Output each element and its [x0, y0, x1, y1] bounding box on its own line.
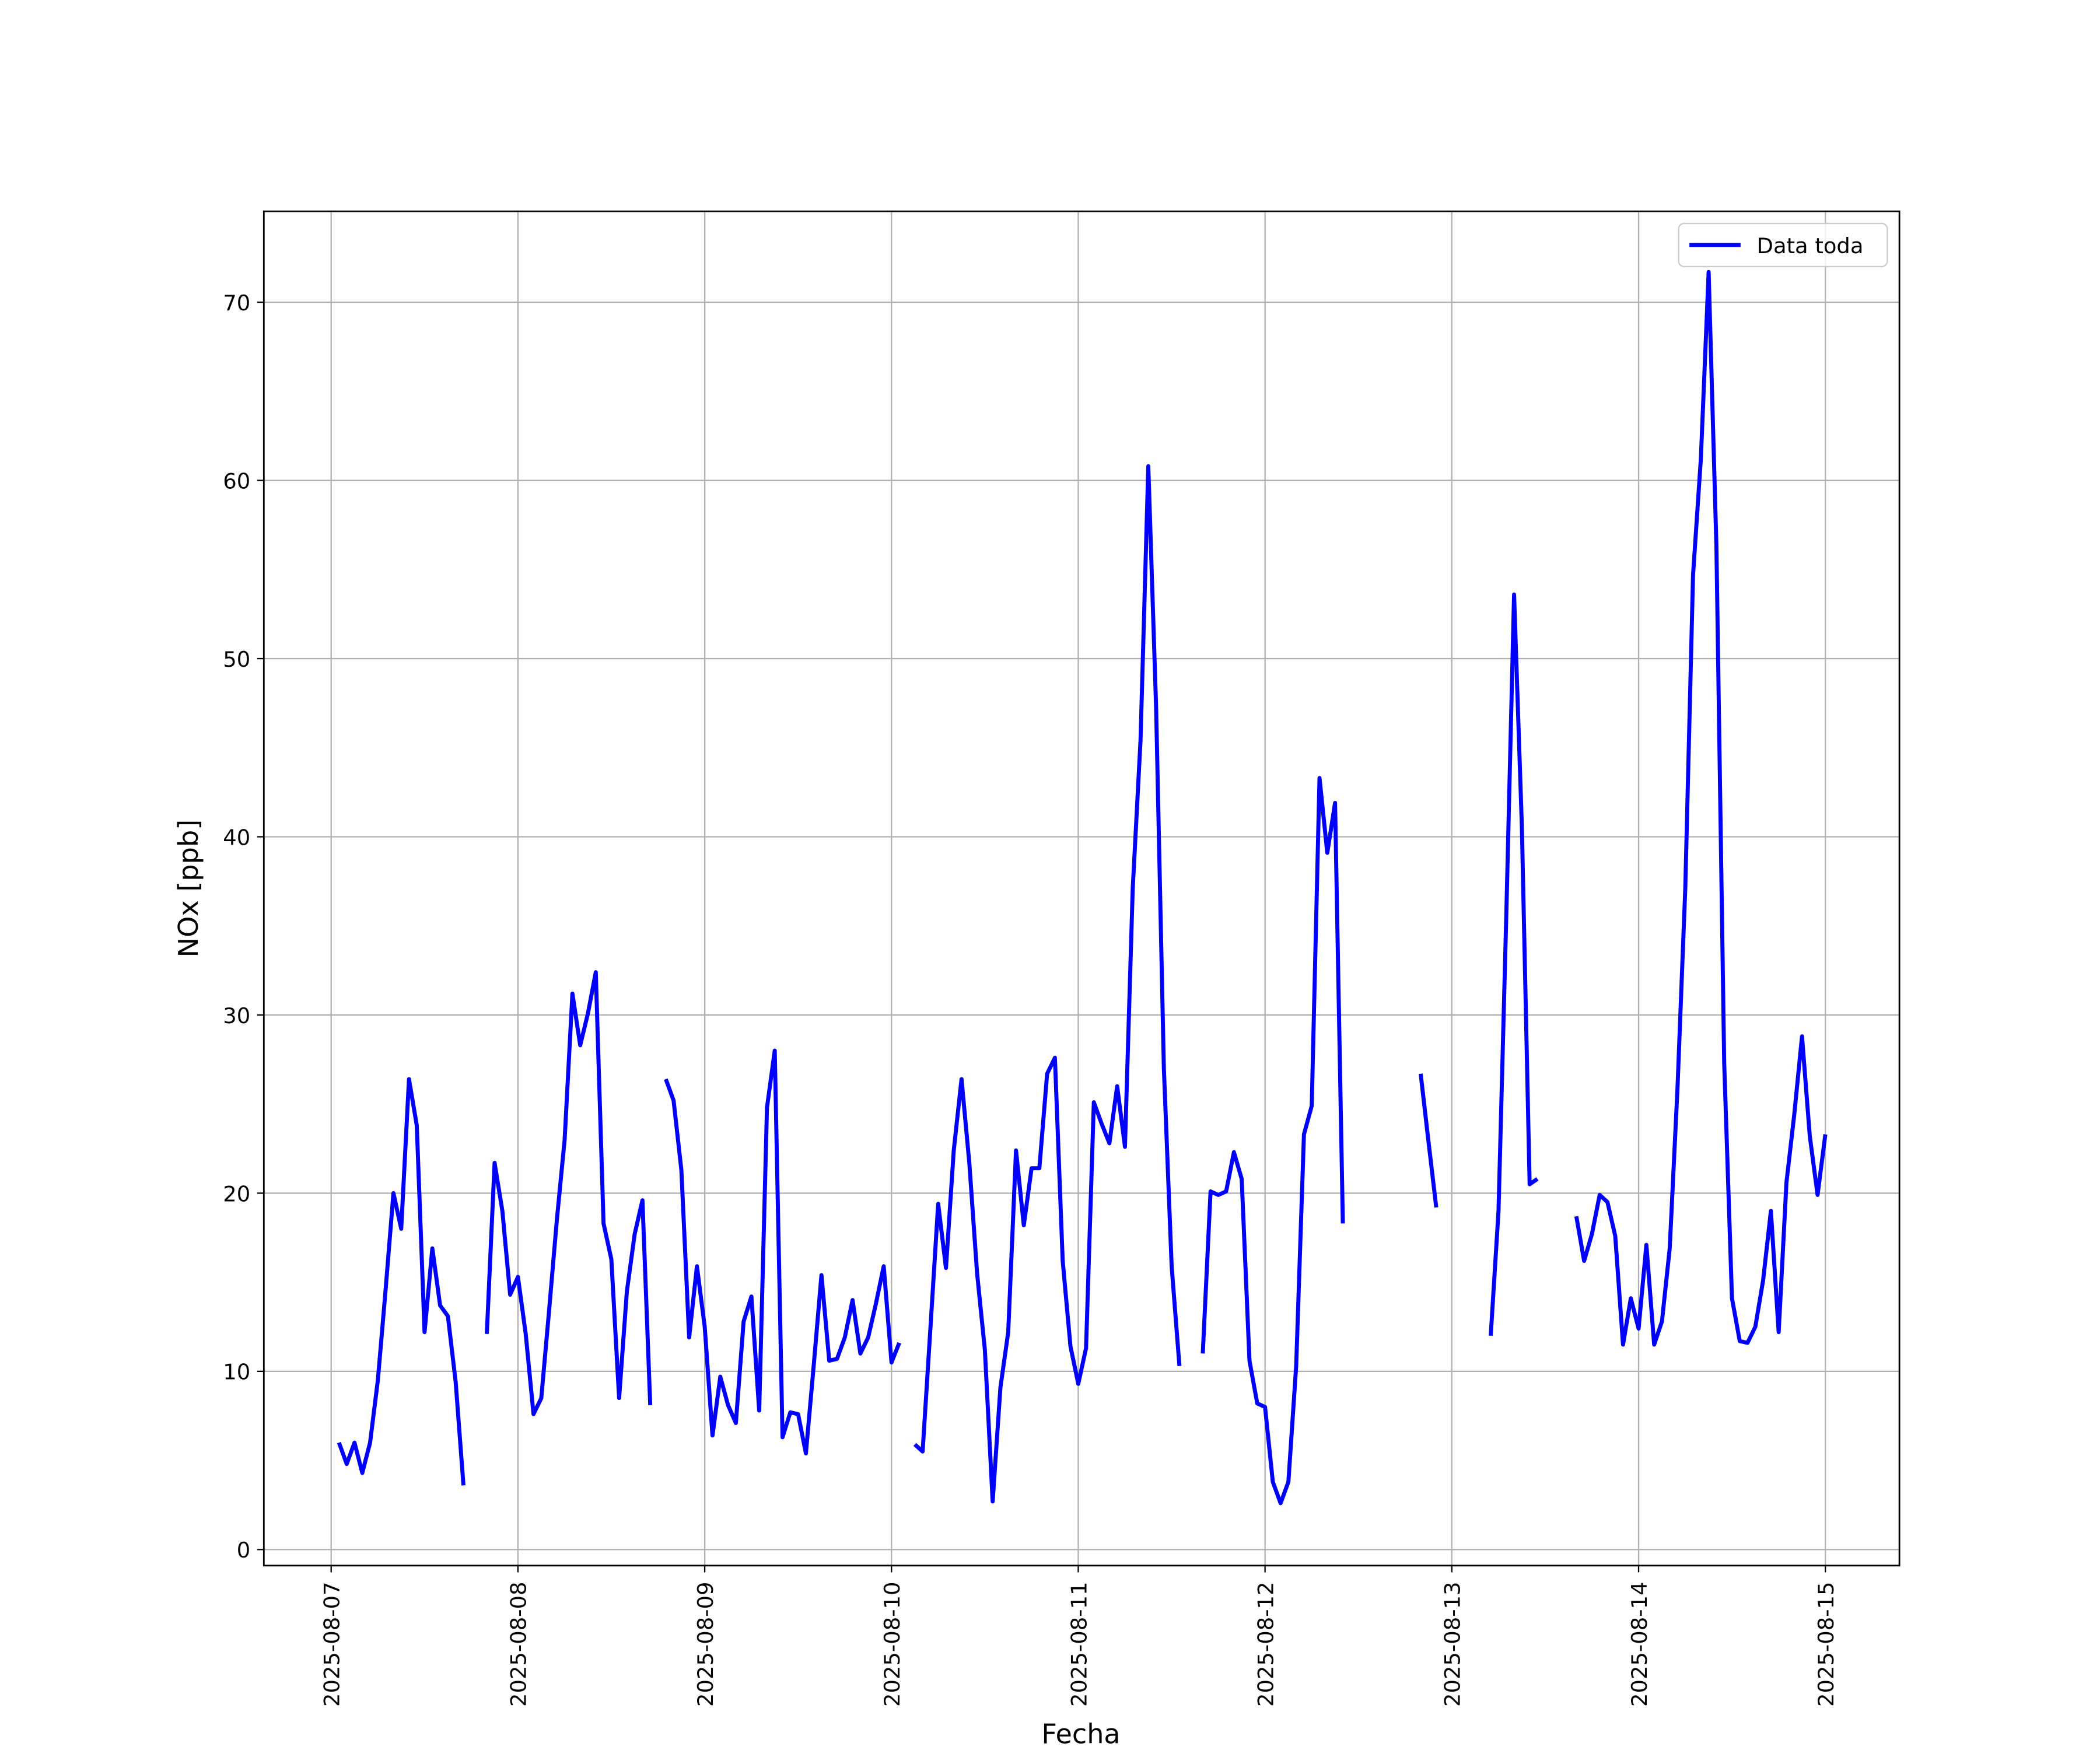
y-axis-label: NOx [ppb] [173, 820, 204, 958]
x-tick-label: 2025-08-12 [1253, 1582, 1278, 1707]
x-tick-label: 2025-08-10 [880, 1582, 905, 1707]
data-line [337, 270, 1828, 1506]
x-tick-label: 2025-08-11 [1066, 1582, 1091, 1707]
legend-box [1678, 222, 1888, 268]
y-tick-label: 10 [223, 1360, 250, 1385]
x-tick-label: 2025-08-13 [1440, 1582, 1465, 1707]
y-tick-label: 40 [223, 825, 250, 850]
y-tick-label: 50 [223, 647, 250, 672]
y-tick-label: 20 [223, 1181, 250, 1206]
y-tick-label: 30 [223, 1003, 250, 1028]
x-tick-label: 2025-08-08 [506, 1582, 531, 1707]
x-tick-label: 2025-08-14 [1627, 1582, 1652, 1707]
x-tick-label: 2025-08-07 [320, 1582, 345, 1707]
y-tick-label: 60 [223, 468, 250, 494]
x-tick-label: 2025-08-09 [693, 1582, 718, 1707]
x-axis-label: Fecha [1041, 1718, 1120, 1749]
y-tick-label: 70 [223, 290, 250, 316]
y-tick-label: 0 [237, 1538, 250, 1563]
x-tick-label: 2025-08-15 [1814, 1582, 1839, 1707]
legend-label: Data toda [1757, 233, 1864, 258]
legend: Data toda [1678, 222, 1888, 268]
plot-frame [262, 210, 1901, 1567]
